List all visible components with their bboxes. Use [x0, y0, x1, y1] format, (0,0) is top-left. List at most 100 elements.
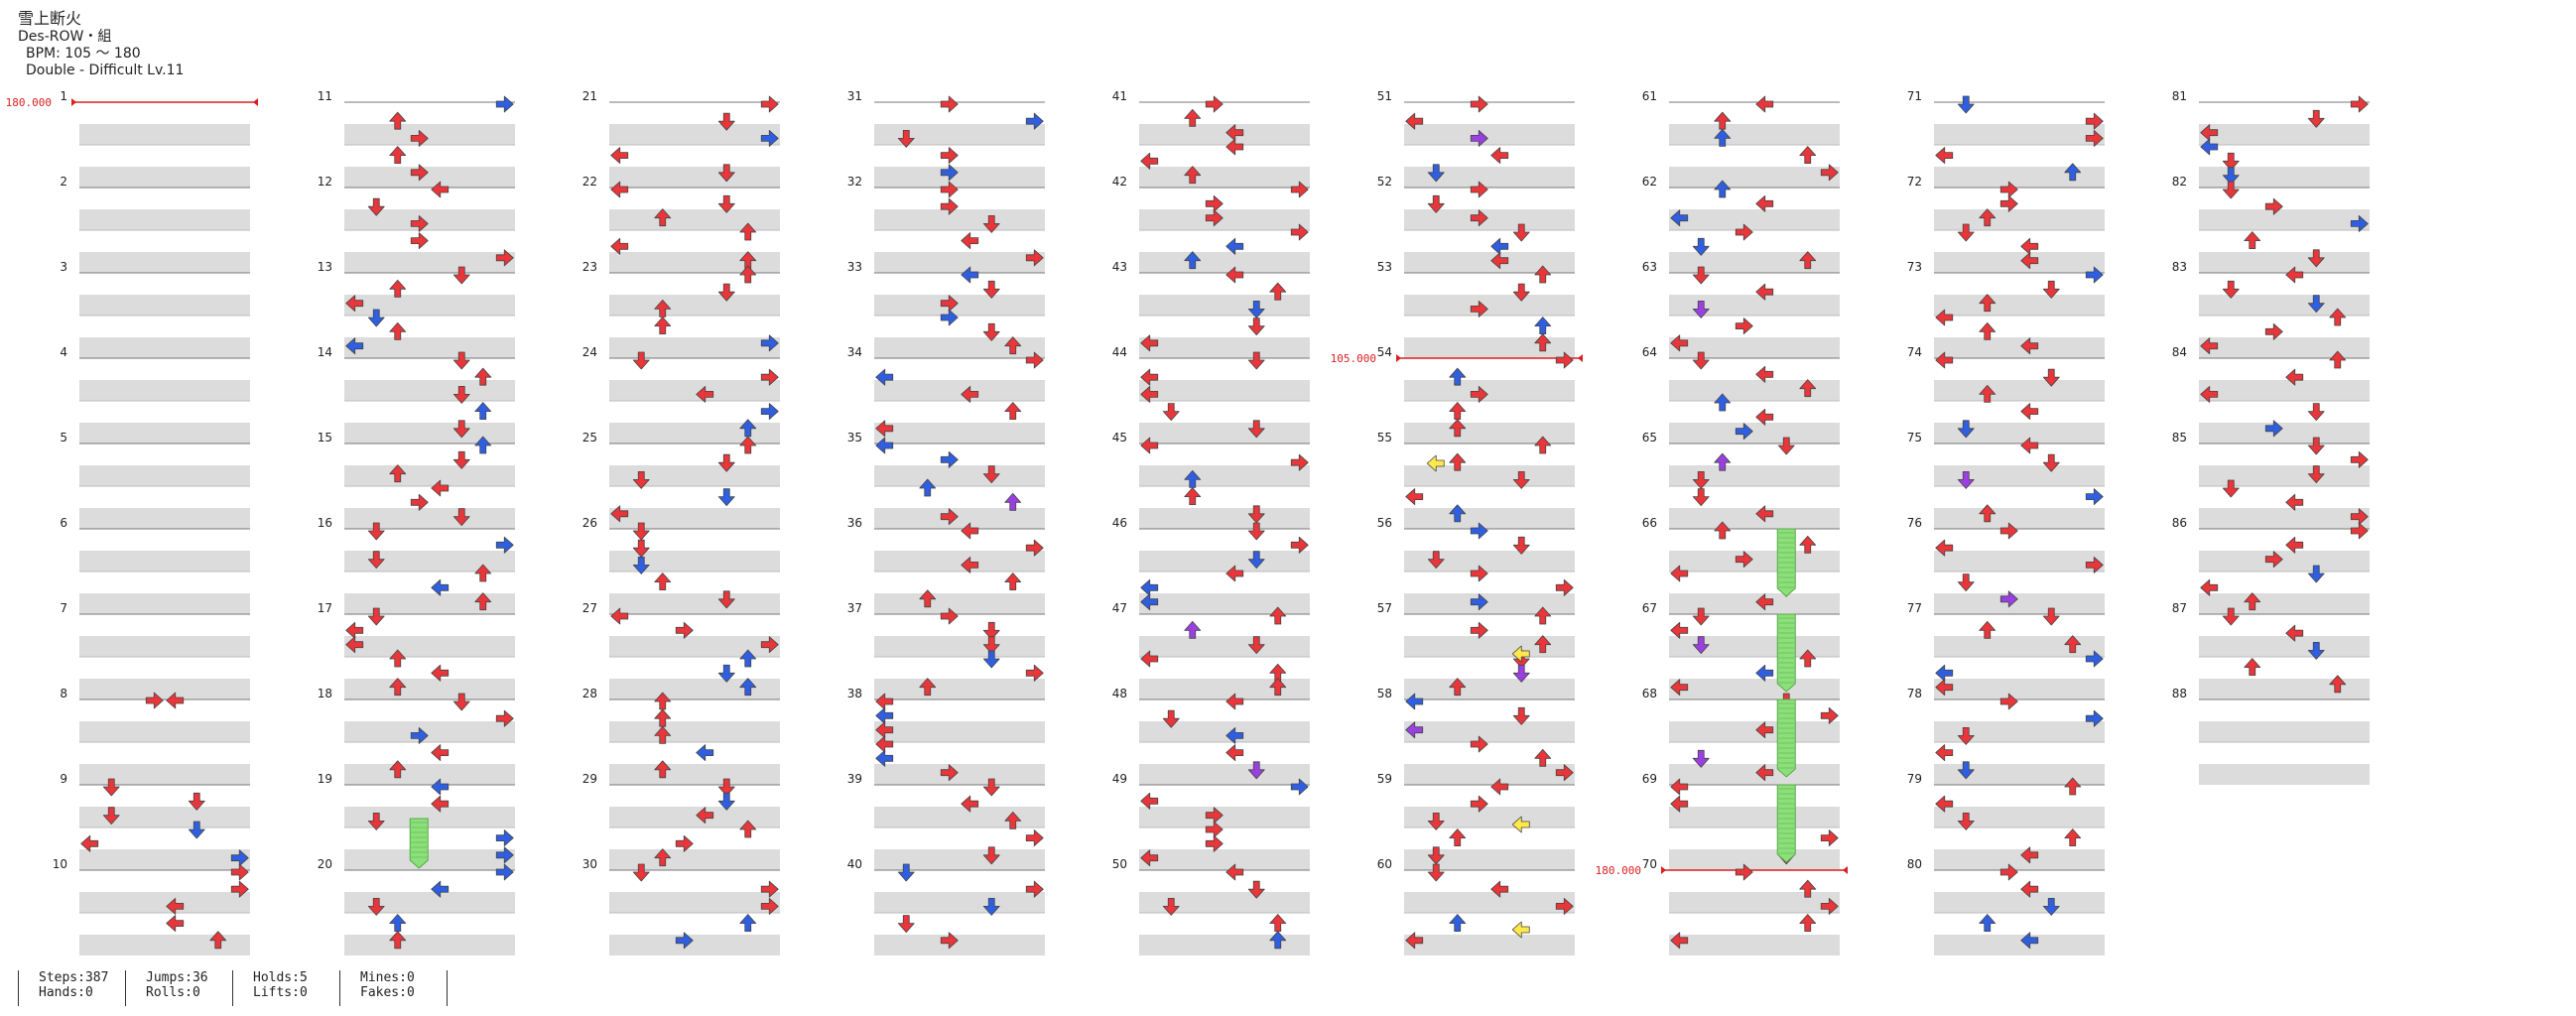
step-arrow-icon: [80, 834, 99, 852]
measure-number: 70: [1642, 857, 1657, 871]
beat-band: [609, 764, 780, 785]
beat-band: [79, 295, 250, 316]
beat-band: [874, 465, 1045, 486]
beat-band: [79, 892, 250, 913]
step-arrow-icon: [474, 402, 492, 421]
step-arrow-icon: [739, 914, 757, 932]
step-arrow-icon: [675, 834, 694, 852]
step-arrow-icon: [1140, 152, 1159, 170]
measure-number: 82: [2172, 175, 2187, 189]
beat-band: [874, 252, 1045, 273]
measure-number: 68: [1642, 687, 1657, 700]
beat-band: [1404, 636, 1575, 657]
beat-band: [2199, 679, 2370, 699]
beat-band: [1404, 849, 1575, 870]
step-arrow-icon: [1205, 834, 1224, 852]
beat-band: [1934, 721, 2105, 742]
measure-number: 8: [60, 687, 67, 700]
beat-band: [874, 636, 1045, 657]
measure-number: 53: [1377, 260, 1392, 274]
step-arrow-icon: [875, 749, 894, 767]
stat-steps: Steps:387: [39, 970, 109, 985]
beat-band: [1404, 551, 1575, 572]
step-arrow-icon: [961, 232, 979, 250]
step-arrow-icon: [940, 450, 959, 468]
step-arrow-icon: [940, 147, 959, 165]
measure-number: 88: [2172, 687, 2187, 700]
measure-number: 77: [1907, 601, 1922, 615]
beat-band: [1669, 167, 1840, 188]
bpm-marker-icon: [1578, 354, 1583, 362]
step-arrow-icon: [760, 403, 779, 421]
beat-band: [1934, 551, 2105, 572]
step-arrow-icon: [1957, 573, 1975, 591]
beat-band: [1139, 124, 1310, 145]
measure-number: 24: [582, 345, 597, 359]
step-arrow-icon: [495, 829, 514, 846]
step-arrow-icon: [389, 914, 407, 932]
beat-band: [1404, 935, 1575, 955]
beat-band: [609, 295, 780, 316]
beat-band: [1669, 337, 1840, 358]
step-arrow-icon: [1184, 487, 1202, 506]
measure-number: 36: [847, 516, 862, 530]
step-arrow-icon: [1755, 365, 1774, 383]
step-arrow-icon: [1449, 914, 1467, 932]
beat-band: [609, 679, 780, 699]
measure-number: 30: [582, 857, 597, 871]
beat-band: [1934, 593, 2105, 614]
measure-number: 69: [1642, 772, 1657, 786]
step-arrow-icon: [1755, 194, 1774, 212]
measure-number: 51: [1377, 89, 1392, 103]
beat-band: [1934, 380, 2105, 401]
stat-jumps: Jumps:36: [146, 970, 208, 985]
beat-band: [874, 593, 1045, 614]
beat-band: [609, 423, 780, 444]
measure-number: 33: [847, 260, 862, 274]
beat-band: [79, 337, 250, 358]
measure-number: 56: [1377, 516, 1392, 530]
stats-end-divider: [447, 970, 448, 1006]
beat-band: [79, 124, 250, 145]
bpm-marker-icon: [71, 98, 76, 106]
step-arrow-icon: [1670, 621, 1689, 639]
measure-number: 50: [1112, 857, 1127, 871]
beat-band: [79, 593, 250, 614]
step-arrow-icon: [875, 706, 894, 724]
beat-band: [1669, 423, 1840, 444]
measure-number: 18: [318, 687, 332, 700]
measure-number: 1: [60, 89, 67, 103]
measure-number: 49: [1112, 772, 1127, 786]
step-arrow-icon: [431, 664, 450, 682]
measure-number: 4: [60, 345, 67, 359]
measure-number: 62: [1642, 175, 1657, 189]
beat-band: [609, 209, 780, 230]
step-arrow-icon: [696, 744, 714, 761]
step-arrow-icon: [1979, 914, 1996, 932]
stat-holds: Holds:5: [253, 970, 308, 985]
step-arrow-icon: [166, 915, 185, 932]
measure-number: 79: [1907, 772, 1922, 786]
measure-number: 66: [1642, 516, 1657, 530]
step-arrow-icon: [1470, 95, 1488, 113]
measure-number: 54: [1377, 345, 1392, 359]
beat-band: [1404, 295, 1575, 316]
step-arrow-icon: [1140, 578, 1159, 596]
step-arrow-icon: [1935, 744, 1954, 761]
step-arrow-icon: [1692, 488, 1710, 507]
step-arrow-icon: [2020, 237, 2039, 255]
beat-band: [79, 167, 250, 188]
beat-band: [344, 508, 515, 529]
step-arrow-icon: [2307, 403, 2325, 422]
beat-band: [1669, 849, 1840, 870]
beat-band: [1139, 935, 1310, 955]
step-arrow-icon: [2350, 95, 2369, 113]
measure-number: 38: [847, 687, 862, 700]
beat-band: [874, 124, 1045, 145]
beat-band: [874, 508, 1045, 529]
beat-band: [2199, 209, 2370, 230]
measure-number: 55: [1377, 431, 1392, 444]
step-arrow-icon: [1935, 147, 1954, 165]
beat-band: [2199, 465, 2370, 486]
